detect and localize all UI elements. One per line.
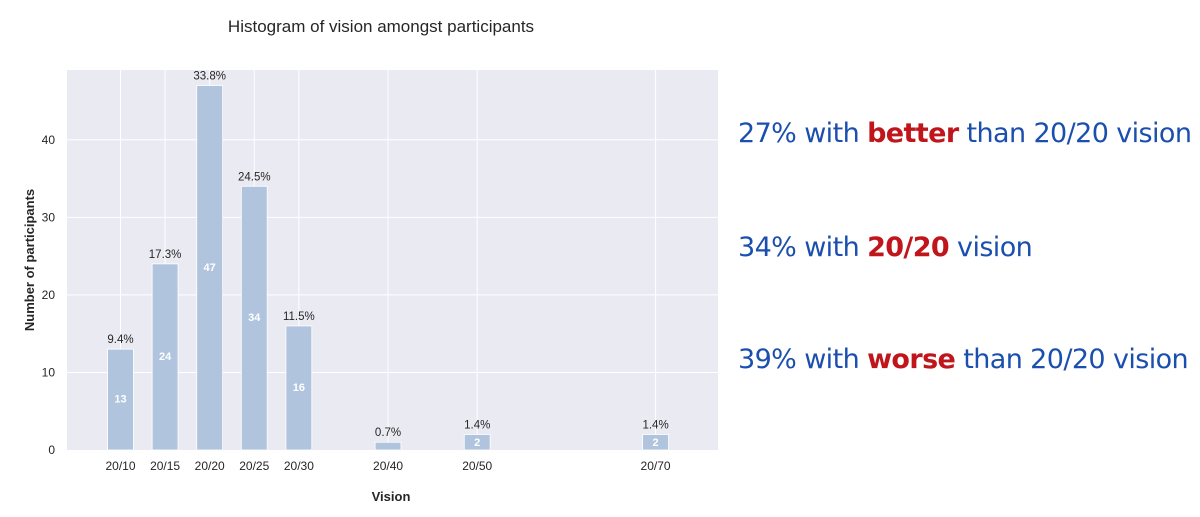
- bar-count-label: 24: [159, 351, 172, 363]
- bar: [642, 434, 669, 451]
- stat-better: 27% with better than 20/20 vision: [738, 118, 1192, 149]
- y-axis-label: Number of participants: [22, 189, 37, 331]
- bar-count-label: 13: [114, 394, 126, 406]
- bar-count-label: 47: [204, 262, 216, 274]
- bar: [151, 263, 179, 451]
- bar: [107, 348, 134, 451]
- x-tick-label: 20/30: [284, 459, 314, 473]
- bar: [196, 85, 224, 451]
- bar-count-label: 2: [653, 437, 659, 449]
- x-tick-label: 20/10: [105, 459, 135, 473]
- bar: [240, 185, 268, 451]
- chart-title: Histogram of vision amongst participants: [228, 17, 534, 36]
- bar-count-label: 34: [248, 312, 261, 324]
- stat-equal-prefix: 34% with: [738, 232, 868, 263]
- stat-equal: 34% with 20/20 vision: [738, 232, 1033, 263]
- y-tick-label: 0: [48, 443, 55, 457]
- x-tick-label: 20/70: [641, 459, 671, 473]
- stat-better-prefix: 27% with: [738, 118, 868, 149]
- stat-worse: 39% with worse than 20/20 vision: [738, 344, 1189, 375]
- bar-percent-label: 33.8%: [193, 71, 226, 83]
- y-tick-label: 10: [42, 365, 56, 379]
- bar: [374, 441, 402, 451]
- bar: [463, 434, 491, 451]
- x-tick-label: 20/20: [195, 459, 225, 473]
- stat-worse-prefix: 39% with: [738, 344, 868, 375]
- y-tick-label: 40: [42, 133, 56, 147]
- y-tick-label: 20: [42, 288, 56, 302]
- stat-better-suffix: than 20/20 vision: [958, 118, 1192, 149]
- bar-percent-label: 17.3%: [149, 249, 182, 261]
- bar-percent-label: 9.4%: [107, 334, 133, 346]
- x-tick-label: 20/50: [462, 459, 492, 473]
- bar-percent-label: 24.5%: [238, 171, 271, 183]
- stat-equal-suffix: vision: [949, 232, 1033, 263]
- bar-count-label: 16: [293, 382, 305, 394]
- x-tick-label: 20/40: [373, 459, 403, 473]
- stat-worse-highlight: worse: [867, 344, 956, 375]
- stat-equal-highlight: 20/20: [867, 232, 950, 263]
- bar-percent-label: 1.4%: [464, 419, 490, 431]
- stat-better-highlight: better: [867, 118, 959, 149]
- bar-percent-label: 0.7%: [375, 427, 401, 439]
- bar-percent-label: 11.5%: [283, 311, 315, 323]
- bar: [285, 325, 313, 451]
- x-axis-label: Vision: [372, 489, 411, 504]
- x-tick-label: 20/25: [239, 459, 269, 473]
- bar-percent-label: 1.4%: [642, 419, 668, 431]
- y-tick-label: 30: [42, 210, 56, 224]
- stat-worse-suffix: than 20/20 vision: [955, 344, 1189, 375]
- x-tick-label: 20/15: [150, 459, 180, 473]
- bar-count-label: 2: [474, 437, 480, 449]
- vision-histogram: 9.4% 17.3% 33.8% 24.5% 11.5% 0.7% 1.4% 1.4% 13 2…: [22, 17, 718, 504]
